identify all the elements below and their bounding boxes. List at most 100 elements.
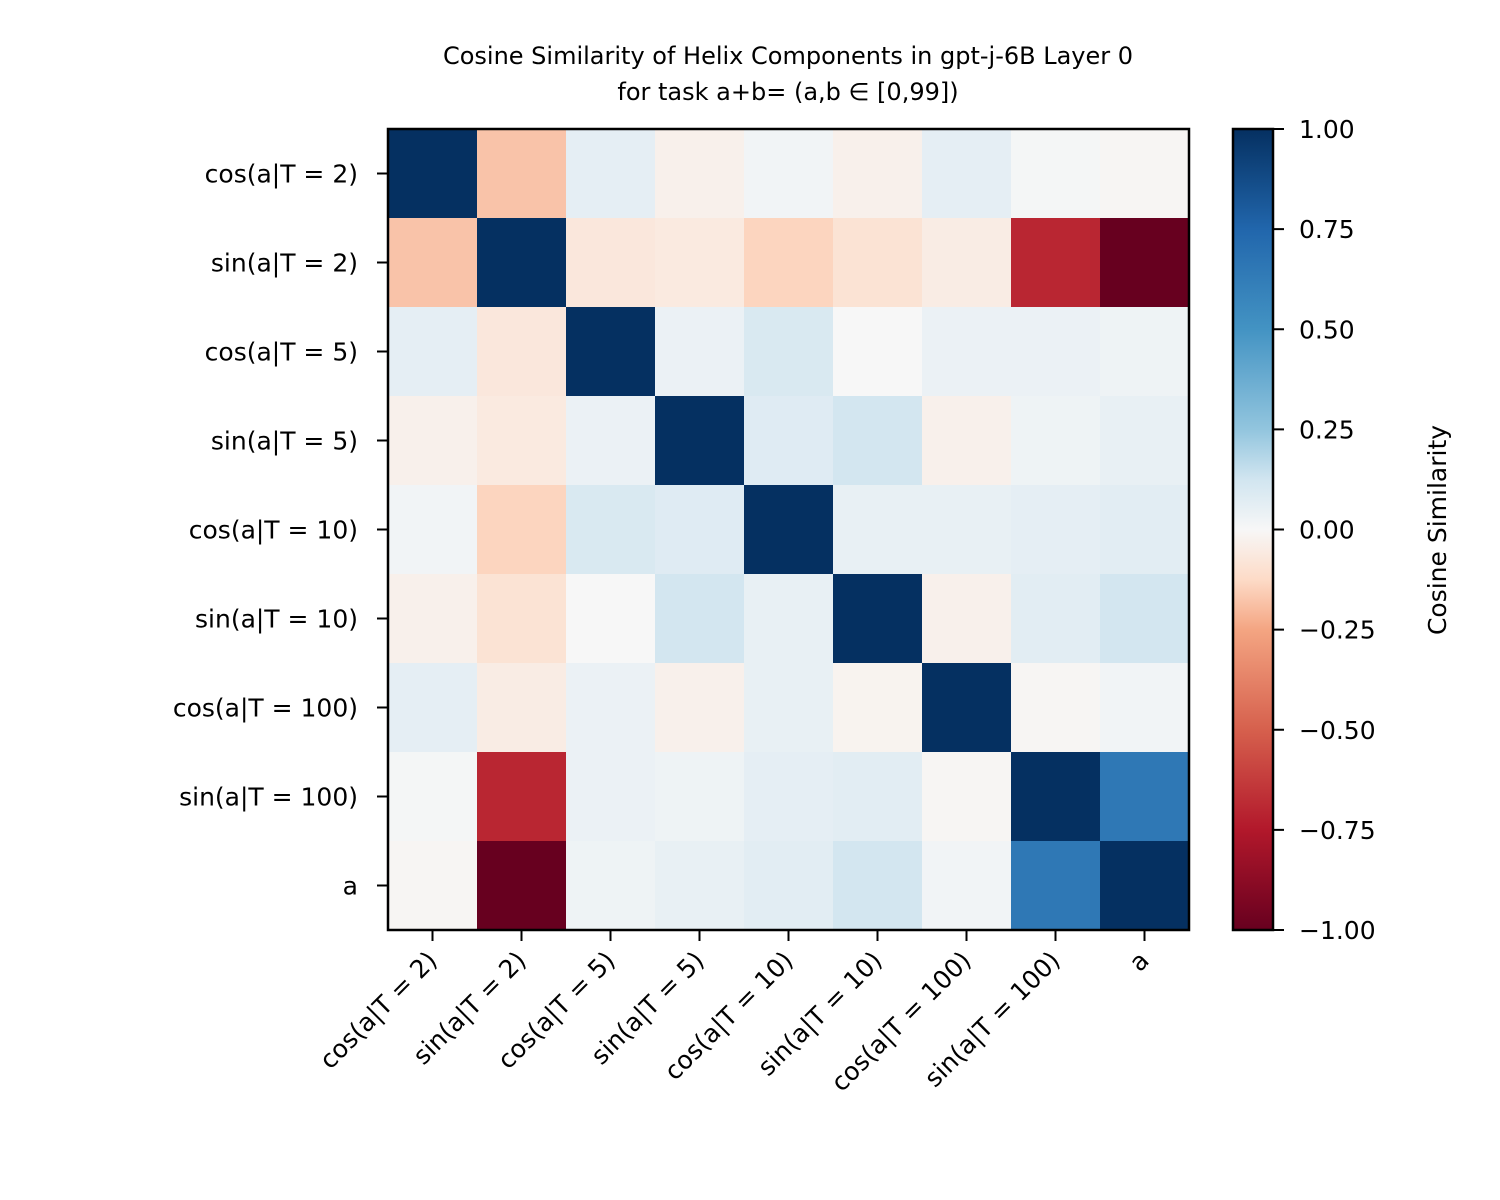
heatmap-cell xyxy=(744,307,834,397)
heatmap-cell xyxy=(922,752,1012,842)
heatmap-cell xyxy=(1100,218,1190,308)
heatmap-cell xyxy=(388,218,478,308)
y-tick-label: sin(a|T = 10) xyxy=(195,605,358,634)
heatmap-cell xyxy=(744,218,834,308)
y-tick-label: cos(a|T = 5) xyxy=(205,338,358,367)
y-tick-label: cos(a|T = 10) xyxy=(189,516,358,545)
heatmap-cell xyxy=(1100,129,1190,219)
heatmap-cell xyxy=(566,841,656,931)
heatmap-cell xyxy=(655,396,745,486)
heatmap-cells xyxy=(388,129,1190,931)
heatmap-cell xyxy=(1011,841,1101,931)
heatmap-cell xyxy=(388,752,478,842)
colorbar-tick-label: 0.00 xyxy=(1299,516,1355,545)
heatmap-cell xyxy=(1011,218,1101,308)
heatmap-cell xyxy=(1011,663,1101,753)
colorbar-tick-label: 1.00 xyxy=(1299,115,1355,144)
colorbar-tick-label: −0.50 xyxy=(1299,716,1376,745)
colorbar-tick-label: −0.75 xyxy=(1299,816,1376,845)
heatmap-cell xyxy=(477,307,567,397)
heatmap-cell xyxy=(1100,574,1190,664)
heatmap-cell xyxy=(388,841,478,931)
heatmap-cell xyxy=(833,218,923,308)
y-tick-label: cos(a|T = 100) xyxy=(173,694,358,723)
heatmap-cell xyxy=(477,129,567,219)
heatmap-cell xyxy=(833,396,923,486)
heatmap-cell xyxy=(922,663,1012,753)
heatmap-cell xyxy=(833,485,923,575)
heatmap-cell xyxy=(655,841,745,931)
heatmap-cell xyxy=(744,663,834,753)
chart-subtitle: for task a+b= (a,b ∈ [0,99]) xyxy=(617,78,958,106)
colorbar-label: Cosine Similarity xyxy=(1423,425,1452,635)
heatmap-cell xyxy=(1011,129,1101,219)
heatmap-cell xyxy=(1100,752,1190,842)
heatmap-cell xyxy=(833,307,923,397)
heatmap-cell xyxy=(744,129,834,219)
heatmap-cell xyxy=(655,218,745,308)
heatmap-cell xyxy=(833,663,923,753)
y-tick-label: sin(a|T = 5) xyxy=(211,427,358,456)
heatmap-cell xyxy=(655,307,745,397)
colorbar-tick-label: −1.00 xyxy=(1299,916,1376,945)
heatmap-cell xyxy=(922,841,1012,931)
heatmap-cell xyxy=(1100,396,1190,486)
heatmap-cell xyxy=(566,307,656,397)
colorbar-tick-label: 0.75 xyxy=(1299,215,1355,244)
heatmap-cell xyxy=(388,307,478,397)
x-axis-ticks: cos(a|T = 2)sin(a|T = 2)cos(a|T = 5)sin(… xyxy=(314,930,1155,1097)
heatmap-cell xyxy=(566,752,656,842)
heatmap-cell xyxy=(477,218,567,308)
heatmap-cell xyxy=(388,485,478,575)
heatmap-cell xyxy=(477,752,567,842)
heatmap-cell xyxy=(477,574,567,664)
heatmap-cell xyxy=(744,396,834,486)
heatmap-cell xyxy=(388,396,478,486)
colorbar-tick-label: 0.50 xyxy=(1299,315,1355,344)
heatmap-cell xyxy=(922,396,1012,486)
heatmap-cell xyxy=(655,485,745,575)
heatmap-cell xyxy=(388,574,478,664)
heatmap-cell xyxy=(744,752,834,842)
heatmap-cell xyxy=(388,663,478,753)
y-tick-label: cos(a|T = 2) xyxy=(205,160,358,189)
heatmap-cell xyxy=(566,663,656,753)
heatmap-cell xyxy=(1011,307,1101,397)
heatmap-cell xyxy=(655,574,745,664)
heatmap-cell xyxy=(833,752,923,842)
heatmap-cell xyxy=(566,218,656,308)
heatmap-cell xyxy=(477,485,567,575)
colorbar-tick-label: 0.25 xyxy=(1299,415,1355,444)
heatmap-cell xyxy=(744,841,834,931)
heatmap-cell xyxy=(477,663,567,753)
heatmap-cell xyxy=(1100,841,1190,931)
colorbar xyxy=(1231,127,1275,932)
x-tick-label: a xyxy=(1123,946,1154,977)
heatmap-cell xyxy=(655,752,745,842)
colorbar-tick-label: −0.25 xyxy=(1299,616,1376,645)
heatmap-cell xyxy=(566,485,656,575)
heatmap-cell xyxy=(922,485,1012,575)
heatmap-cell xyxy=(833,841,923,931)
y-tick-label: sin(a|T = 2) xyxy=(211,249,358,278)
heatmap-cell xyxy=(922,307,1012,397)
heatmap-cell xyxy=(1100,485,1190,575)
chart-title: Cosine Similarity of Helix Components in… xyxy=(443,42,1133,70)
heatmap-cell xyxy=(655,129,745,219)
heatmap-cell xyxy=(1100,307,1190,397)
y-tick-label: sin(a|T = 100) xyxy=(179,783,358,812)
heatmap-cell xyxy=(744,574,834,664)
heatmap-cell xyxy=(1011,574,1101,664)
y-tick-label: a xyxy=(343,872,358,901)
heatmap-cell xyxy=(566,396,656,486)
heatmap-cell xyxy=(566,129,656,219)
heatmap-cell xyxy=(922,129,1012,219)
heatmap-cell xyxy=(1011,485,1101,575)
heatmap-cell xyxy=(922,574,1012,664)
heatmap-cell xyxy=(388,129,478,219)
y-axis-ticks: cos(a|T = 2) sin(a|T = 2) cos(a|T = 5) sin(… xyxy=(173,160,388,901)
heatmap-cell xyxy=(1011,752,1101,842)
heatmap-cell xyxy=(566,574,656,664)
plot-frame xyxy=(386,127,1191,932)
heatmap-cell xyxy=(1011,396,1101,486)
